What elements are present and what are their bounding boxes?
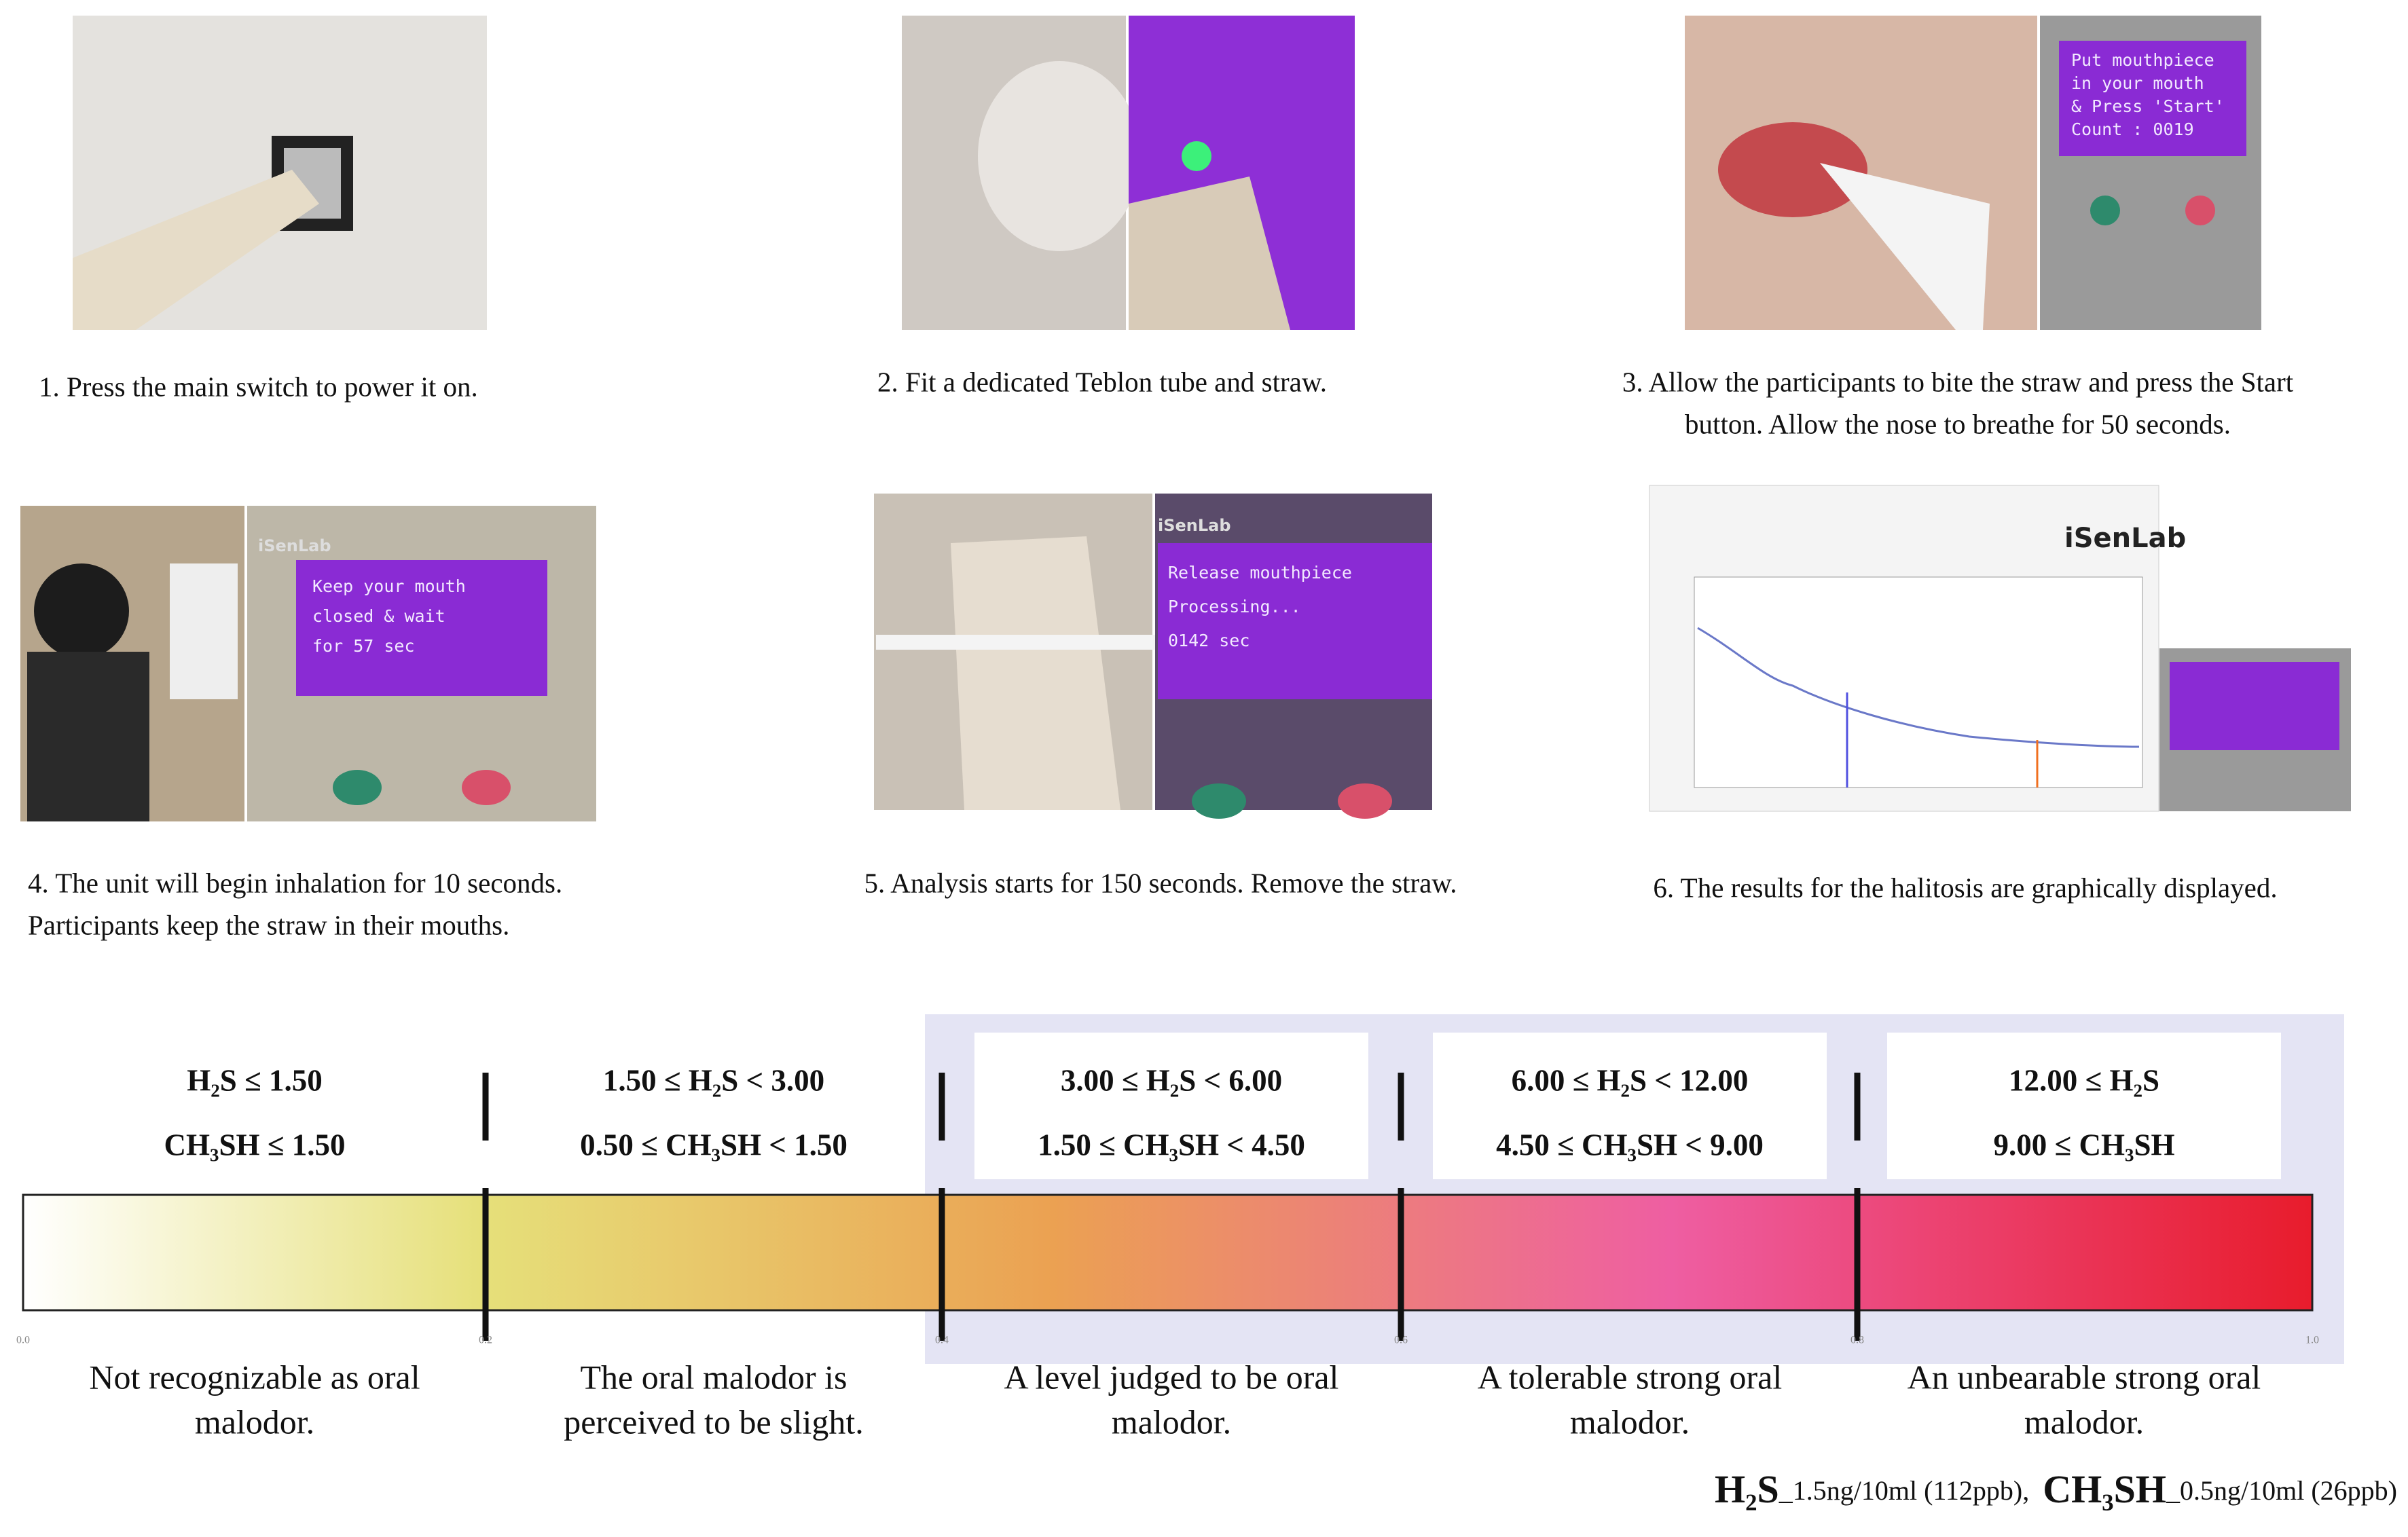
screen-text: Processing... [1168,597,1301,616]
ch3sh-threshold: 4.50 ≤ CH₃SH < 9.00 [1496,1128,1764,1162]
h2s-threshold: 3.00 ≤ H₂S < 6.00 [1061,1063,1282,1097]
screen-text: 0142 sec [1168,631,1249,650]
photo-5 [874,494,1432,819]
threshold-box [517,1033,911,1179]
step-caption: Participants keep the straw in their mou… [28,909,509,940]
photo-1 [73,16,487,330]
h2s-threshold: 1.50 ≤ H₂S < 3.00 [603,1063,824,1097]
tick-label: 0.6 [1394,1335,1408,1346]
level-description: An unbearable strong oral [1908,1358,2261,1396]
h2s-threshold: H₂S ≤ 1.50 [187,1063,322,1097]
step-caption: 4. The unit will begin inhalation for 10… [28,867,562,898]
brand-label: iSenLab [2064,523,2186,554]
screen-text: Release mouthpiece [1168,563,1352,582]
step-caption: 6. The results for the halitosis are gra… [1653,872,2277,903]
footnote-part: _1.5ng/10ml (112ppb), [1778,1475,2030,1506]
level-description: The oral malodor is [581,1358,847,1396]
threshold-box [1887,1033,2281,1179]
tick-label: 0.8 [1850,1335,1864,1346]
ch3sh-threshold: 9.00 ≤ CH₃SH [1994,1128,2175,1162]
level-description: malodor. [195,1403,314,1441]
photo-6 [1649,485,2351,812]
tick-label: 0.2 [479,1335,492,1346]
brand-label: iSenLab [1158,516,1231,535]
footnote: H₂S_1.5ng/10ml (112ppb), CH₃SH_0.5ng/10ml… [1715,1467,2397,1511]
level-description: A tolerable strong oral [1478,1358,1783,1396]
screen-text: Count : 0019 [2071,119,2194,139]
level-description: Not recognizable as oral [89,1358,420,1396]
step-caption: 5. Analysis starts for 150 seconds. Remo… [864,867,1457,898]
level-description: malodor. [1570,1403,1690,1441]
step-caption: 1. Press the main switch to power it on. [39,371,478,402]
footnote-part: H₂S [1715,1467,1779,1511]
level-description: malodor. [2024,1403,2144,1441]
gradient-bar [22,1193,2314,1312]
photo-3 [1685,16,2261,330]
photo-2 [902,16,1355,330]
ch3sh-threshold: 1.50 ≤ CH₃SH < 4.50 [1038,1128,1305,1162]
screen-text: Keep your mouth [312,576,466,596]
threshold-box [1433,1033,1827,1179]
step-caption: button. Allow the nose to breathe for 50… [1685,408,2231,439]
screen-text: closed & wait [312,606,445,626]
screen-text: Put mouthpiece [2071,50,2214,70]
screen-text: for 57 sec [312,636,415,656]
level-description: perceived to be slight. [564,1403,864,1441]
h2s-threshold: 6.00 ≤ H₂S < 12.00 [1512,1063,1749,1097]
threshold-box [974,1033,1368,1179]
screen-text: in your mouth [2071,73,2204,93]
ch3sh-threshold: 0.50 ≤ CH₃SH < 1.50 [580,1128,847,1162]
level-description: malodor. [1112,1403,1231,1441]
footnote-part: _0.5ng/10ml (26ppb) [2166,1475,2397,1506]
brand-label: iSenLab [258,536,331,555]
step-caption: 3. Allow the participants to bite the st… [1622,366,2294,397]
footnote-part: CH₃SH [2043,1467,2166,1511]
ch3sh-threshold: CH₃SH ≤ 1.50 [164,1128,346,1162]
tick-label: 0.0 [16,1335,30,1346]
screen-text: & Press 'Start' [2071,96,2225,116]
tick-label: 1.0 [2305,1335,2319,1346]
photo-4 [20,506,596,821]
tick-label: 0.4 [935,1335,949,1346]
step-caption: 2. Fit a dedicated Teblon tube and straw… [877,366,1327,397]
h2s-threshold: 12.00 ≤ H₂S [2009,1063,2159,1097]
level-description: A level judged to be oral [1004,1358,1339,1396]
